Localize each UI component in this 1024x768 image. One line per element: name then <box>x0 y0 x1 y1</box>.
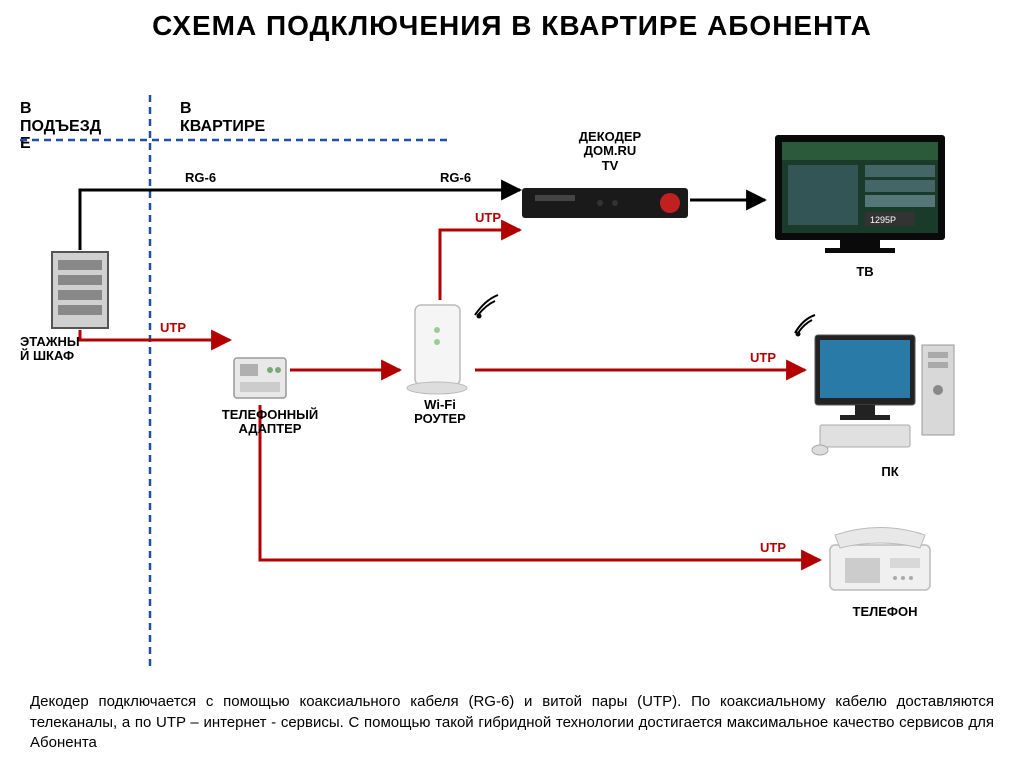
zone-apartment-label: В КВАРТИРЕ <box>180 100 265 135</box>
tv-icon: 1295Р <box>770 130 950 260</box>
wifi-icon-pc <box>790 310 820 343</box>
cable-utp-4: UTP <box>760 540 786 555</box>
cable-rg6-1: RG-6 <box>185 170 216 185</box>
pc-label: ПК <box>870 465 910 479</box>
adapter-icon <box>230 350 290 405</box>
phone-icon <box>820 520 940 600</box>
page-title: СХЕМА ПОДКЛЮЧЕНИЯ В КВАРТИРЕ АБОНЕНТА <box>0 10 1024 42</box>
device-decoder <box>520 180 690 225</box>
tv-label: ТВ <box>845 265 885 279</box>
decoder-icon <box>520 180 690 225</box>
cable-utp-2: UTP <box>475 210 501 225</box>
phone-label: ТЕЛЕФОН <box>840 605 930 619</box>
cable-utp-1: UTP <box>160 320 186 335</box>
router-icon <box>400 300 475 395</box>
adapter-label: ТЕЛЕФОННЫЙ АДАПТЕР <box>205 408 335 437</box>
device-adapter <box>230 350 290 405</box>
cable-rg6-2: RG-6 <box>440 170 471 185</box>
description-text: Декодер подключается с помощью коаксиаль… <box>30 692 994 753</box>
router-label: Wi-Fi РОУТЕР <box>400 398 480 427</box>
wifi-icon-router <box>470 290 505 325</box>
decoder-label: ДЕКОДЕР ДОМ.RU TV <box>555 130 665 173</box>
cabinet-icon <box>50 250 110 330</box>
device-cabinet <box>50 250 110 330</box>
zone-entrance-label: В ПОДЪЕЗД Е <box>20 100 101 153</box>
cabinet-label: ЭТАЖНЫ Й ШКАФ <box>20 335 120 364</box>
cable-utp-3: UTP <box>750 350 776 365</box>
device-phone <box>820 520 940 600</box>
device-pc <box>810 330 960 460</box>
pc-icon <box>810 330 960 460</box>
device-tv: 1295Р <box>770 130 950 260</box>
svg-text:1295Р: 1295Р <box>870 215 896 225</box>
device-router <box>400 300 475 395</box>
